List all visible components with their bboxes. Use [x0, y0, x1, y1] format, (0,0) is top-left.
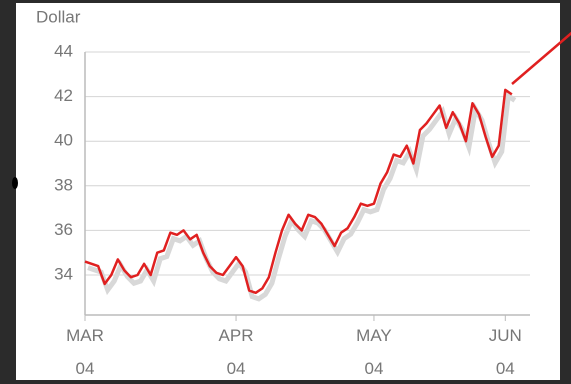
- line: [84, 88, 513, 295]
- y-tick-label: 44: [54, 41, 73, 60]
- x-tick-label: JUN 04: [488, 326, 522, 378]
- y-tick-label: 38: [54, 175, 73, 194]
- y-tick-label: 34: [54, 264, 73, 283]
- pointer: [511, 31, 571, 85]
- x-tick-label: MAY 04: [356, 326, 392, 378]
- dot: [12, 177, 18, 189]
- y-tick-label: 40: [54, 131, 73, 150]
- y-tick-label: 36: [54, 220, 73, 239]
- x-tick-label: APR 04: [218, 326, 254, 378]
- panel: [16, 3, 560, 380]
- y-axis-label: Dollar: [36, 7, 81, 26]
- x-tick-label: MAR 04: [66, 326, 104, 378]
- y-tick-label: 42: [54, 86, 73, 105]
